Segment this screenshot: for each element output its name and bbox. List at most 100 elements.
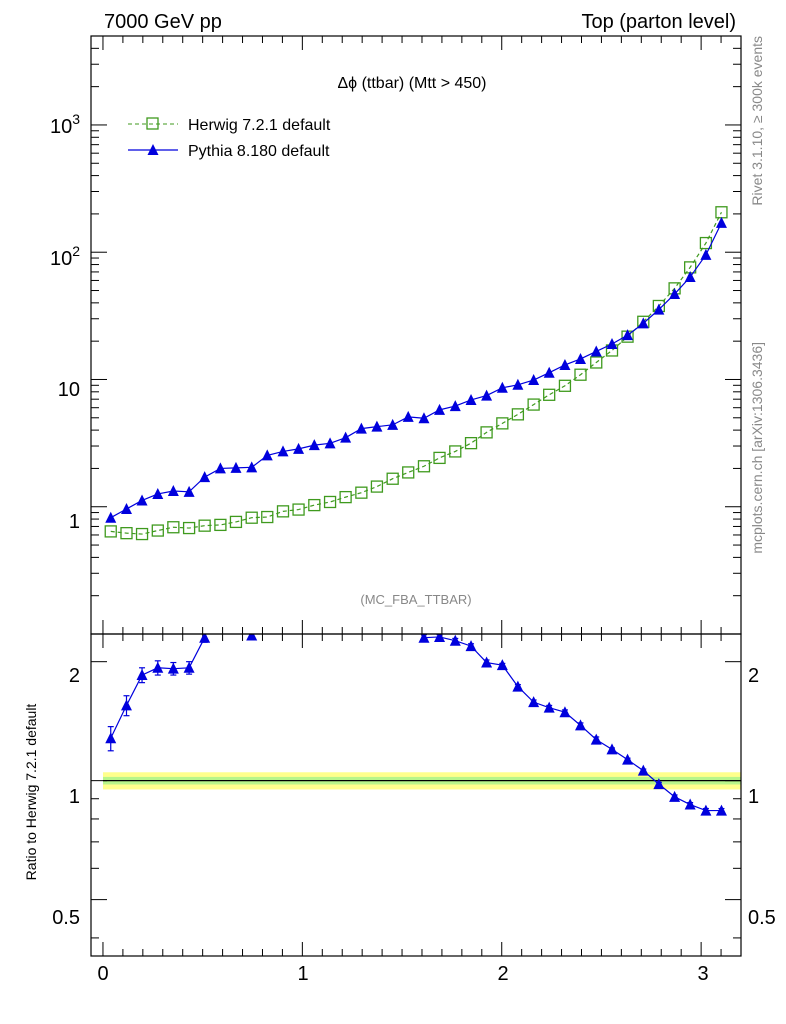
herwig-point xyxy=(464,436,478,450)
herwig-point xyxy=(167,521,180,534)
ratio-point xyxy=(199,634,211,643)
ratio-point xyxy=(700,804,712,816)
pythia-point xyxy=(512,378,524,390)
pythia-point xyxy=(669,288,681,300)
ratio-point xyxy=(669,790,681,802)
herwig-point xyxy=(511,408,525,421)
herwig-point xyxy=(355,486,368,499)
ratio-point xyxy=(449,634,461,646)
pythia-point xyxy=(543,366,555,378)
ratio-point xyxy=(528,696,540,708)
y-tick-label-1000: 103 xyxy=(50,111,80,138)
pythia-point xyxy=(559,358,571,370)
herwig-point xyxy=(276,505,290,518)
herwig-point xyxy=(323,495,337,509)
herwig-point xyxy=(245,511,258,524)
series-line-pythia xyxy=(110,222,722,519)
ratio-point xyxy=(481,656,493,668)
ratio-point xyxy=(496,659,508,671)
ratio-y-tick-left-2: 2 xyxy=(69,665,80,687)
legend-herwig-label: Herwig 7.2.1 default xyxy=(188,117,331,134)
y-tick-label-100: 102 xyxy=(50,243,80,270)
pythia-point xyxy=(277,445,289,457)
x-tick-label-1: 1 xyxy=(297,963,308,985)
ratio-y-tick-left-1: 1 xyxy=(69,786,80,808)
ratio-point xyxy=(637,764,649,776)
herwig-point xyxy=(214,518,227,532)
ratio-point xyxy=(105,732,117,744)
ratio-point xyxy=(136,669,148,681)
legend-pythia-marker xyxy=(147,144,159,155)
pythia-point xyxy=(418,412,430,424)
herwig-point xyxy=(104,525,117,538)
ratio-point xyxy=(434,634,446,642)
pythia-point xyxy=(622,329,634,341)
pythia-point xyxy=(434,403,446,415)
ratio-point xyxy=(183,661,195,673)
pythia-point xyxy=(199,471,211,483)
ratio-point xyxy=(465,640,477,652)
ratio-point xyxy=(167,662,179,674)
herwig-point xyxy=(292,503,305,516)
herwig-point xyxy=(198,519,211,532)
herwig-point xyxy=(527,398,540,411)
legend: Herwig 7.2.1 default Pythia 8.180 defaul… xyxy=(128,117,331,160)
pythia-point xyxy=(340,431,352,443)
pythia-point xyxy=(371,420,383,432)
rivet-label: Rivet 3.1.10, ≥ 300k events xyxy=(749,36,765,206)
pythia-point xyxy=(449,400,461,412)
pythia-point xyxy=(324,437,336,449)
pythia-point xyxy=(481,389,493,401)
pythia-point xyxy=(590,345,602,357)
ratio-series-line xyxy=(110,637,206,739)
herwig-point xyxy=(558,379,572,392)
x-tick-label-3: 3 xyxy=(697,963,708,985)
ratio-ylabel: Ratio to Herwig 7.2.1 default xyxy=(23,704,39,881)
pythia-point xyxy=(120,502,132,514)
pythia-point xyxy=(496,381,508,393)
pythia-point xyxy=(152,487,164,499)
ratio-plot-frame xyxy=(90,633,742,957)
pythia-point xyxy=(293,442,305,454)
herwig-point xyxy=(480,426,493,439)
pythia-point xyxy=(387,418,399,430)
herwig-point xyxy=(308,498,321,512)
ratio-point xyxy=(653,778,665,790)
pythia-point xyxy=(355,422,367,434)
pythia-point xyxy=(402,410,414,422)
pythia-point xyxy=(684,271,696,283)
pythia-point xyxy=(653,303,665,315)
herwig-point xyxy=(543,388,556,401)
watermark: (MC_FBA_TTBAR) xyxy=(360,592,471,607)
ratio-point xyxy=(606,743,618,755)
pythia-point xyxy=(167,484,179,496)
legend-pythia-label: Pythia 8.180 default xyxy=(188,143,330,160)
pythia-point xyxy=(637,317,649,329)
mcplots-label: mcplots.cern.ch [arXiv:1306.3436] xyxy=(749,342,765,554)
ratio-point xyxy=(512,680,524,692)
pythia-point xyxy=(246,461,258,473)
pythia-point xyxy=(183,485,195,497)
header-left: 7000 GeV pp xyxy=(104,11,222,33)
ratio-y-tick-right-0.5: 0.5 xyxy=(748,907,776,929)
pythia-point xyxy=(574,352,586,364)
x-tick-label-2: 2 xyxy=(497,963,508,985)
ratio-point xyxy=(152,661,164,673)
y-tick-label-10: 10 xyxy=(58,379,80,401)
y-tick-label-1: 1 xyxy=(69,511,80,533)
ratio-point xyxy=(418,634,430,643)
herwig-point xyxy=(417,460,431,473)
herwig-point xyxy=(590,356,603,369)
ratio-point xyxy=(715,804,727,816)
chart-marks xyxy=(91,35,741,956)
plot-title: Δϕ (ttbar) (Mtt > 450) xyxy=(337,75,486,92)
ratio-point xyxy=(684,798,696,810)
ratio-y-tick-left-0.5: 0.5 xyxy=(52,907,80,929)
herwig-point xyxy=(229,515,243,529)
pythia-point xyxy=(308,439,320,451)
ratio-point xyxy=(543,701,555,713)
herwig-point xyxy=(449,445,462,458)
pythia-point xyxy=(230,461,242,473)
ratio-y-tick-right-2: 2 xyxy=(748,665,759,687)
